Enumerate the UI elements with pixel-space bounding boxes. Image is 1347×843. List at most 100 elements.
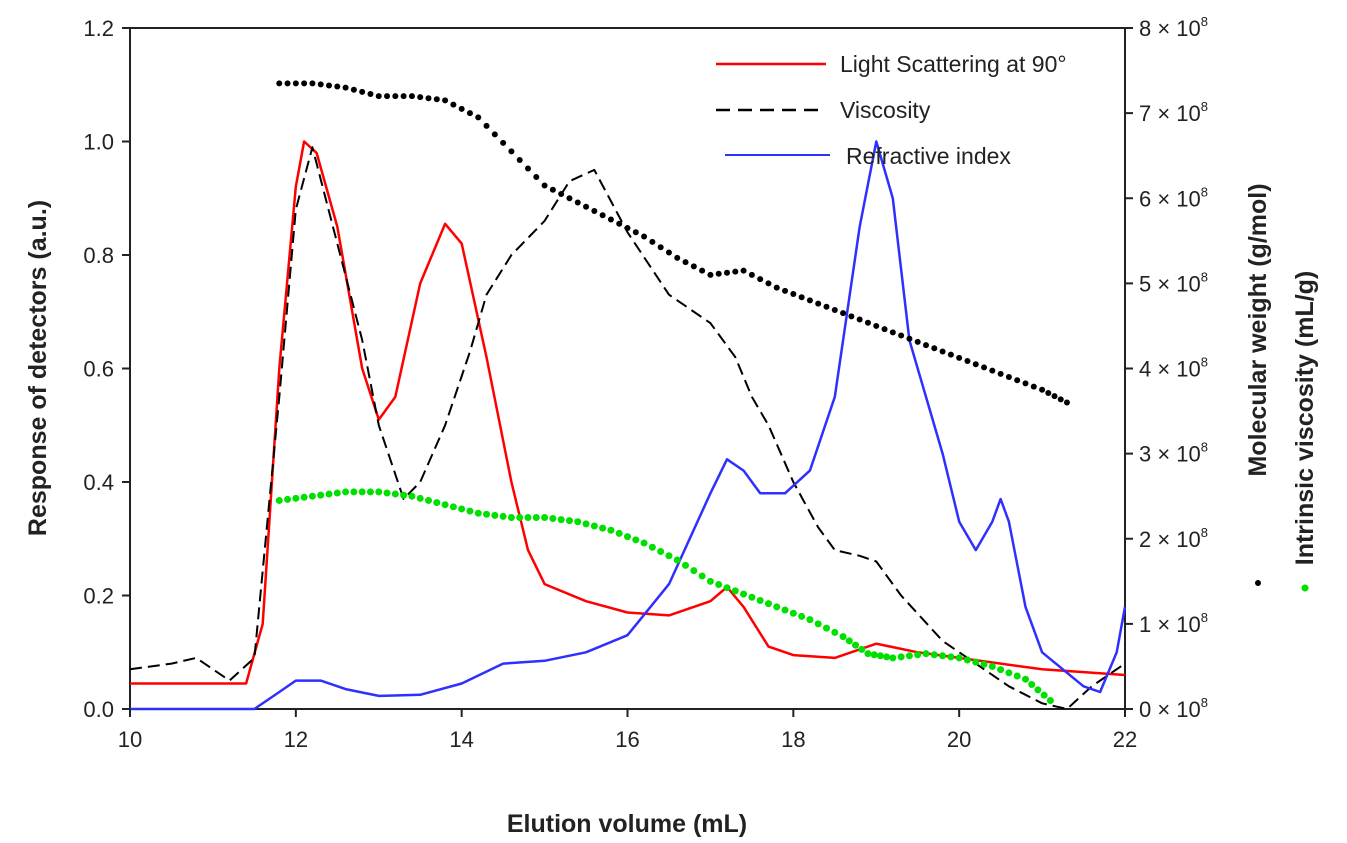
data-point — [997, 370, 1004, 377]
data-point — [417, 94, 424, 101]
data-point — [897, 653, 905, 661]
data-point — [963, 656, 971, 664]
y-tick-label: 0.2 — [83, 584, 114, 609]
data-point — [781, 606, 789, 614]
x-tick-label: 16 — [615, 727, 639, 752]
data-point — [947, 653, 955, 661]
data-point — [433, 499, 441, 507]
data-point — [508, 148, 515, 155]
data-point — [1046, 696, 1054, 704]
y2-tick-label: 5 × 108 — [1139, 269, 1208, 296]
data-point — [292, 80, 299, 87]
data-point — [848, 313, 855, 320]
y-axis-title: Response of detectors (a.u.) — [24, 200, 52, 536]
data-point — [491, 131, 498, 138]
data-point — [905, 652, 913, 660]
axes-layer: 10 12 14 16 18 20 22 0.0 0.2 0.4 0.6 0.8 1.0 1.2 0 × 1… — [83, 14, 1208, 752]
data-point — [972, 658, 980, 666]
y2-tick-label: 8 × 108 — [1139, 14, 1208, 41]
y-tick-label: 0.0 — [83, 697, 114, 722]
data-point — [898, 332, 905, 339]
legend-label-viscosity: Viscosity — [840, 97, 931, 123]
y2-tick-label: 4 × 108 — [1139, 355, 1208, 382]
data-point — [425, 95, 432, 102]
data-point — [1005, 374, 1012, 381]
data-point — [549, 186, 556, 193]
data-point — [483, 510, 491, 518]
data-point — [798, 612, 806, 620]
data-point — [831, 306, 838, 313]
data-point — [284, 80, 291, 87]
data-point — [375, 488, 383, 496]
data-point — [317, 81, 324, 88]
data-point — [284, 495, 292, 503]
data-point — [408, 93, 415, 100]
data-point — [525, 165, 531, 172]
data-point — [375, 93, 382, 100]
data-point — [474, 509, 482, 517]
data-point — [782, 287, 789, 294]
data-point — [1028, 681, 1036, 689]
data-point — [1030, 383, 1037, 390]
data-point — [823, 303, 830, 310]
series-layer — [129, 80, 1127, 711]
data-point — [483, 122, 490, 129]
data-point — [790, 291, 797, 298]
data-point — [301, 80, 308, 87]
data-point — [715, 581, 723, 589]
data-point — [806, 616, 814, 624]
data-point — [707, 271, 714, 278]
data-point — [682, 561, 690, 569]
y2-tick-label: 2 × 108 — [1139, 525, 1208, 552]
x-tick-label: 10 — [118, 727, 142, 752]
data-point — [358, 488, 366, 496]
data-point — [649, 238, 656, 245]
data-point — [458, 105, 465, 112]
data-point — [425, 496, 432, 504]
data-point — [466, 507, 474, 515]
data-point — [956, 354, 963, 361]
data-point — [839, 633, 847, 641]
data-point — [300, 493, 308, 501]
data-point — [516, 156, 523, 163]
data-point — [632, 229, 639, 236]
data-point — [852, 641, 860, 649]
data-point — [757, 276, 764, 283]
series-intrinsic-viscosity — [275, 488, 1054, 704]
data-point — [914, 338, 921, 345]
data-point — [724, 269, 730, 276]
y-tick-label: 0.4 — [83, 470, 114, 495]
data-point — [972, 361, 979, 368]
data-point — [392, 93, 399, 100]
data-point — [458, 505, 466, 513]
data-point — [648, 543, 656, 551]
data-point — [789, 609, 797, 617]
data-point — [947, 351, 954, 358]
data-point — [674, 254, 681, 261]
data-point — [690, 263, 697, 270]
data-point — [558, 190, 565, 197]
y-tick-label: 1.0 — [83, 130, 114, 155]
data-point — [883, 653, 891, 661]
data-point — [881, 326, 888, 333]
data-point — [449, 503, 457, 511]
data-point — [931, 345, 938, 352]
data-point — [292, 494, 300, 502]
data-point — [740, 590, 748, 598]
series-viscosity — [129, 146, 1126, 710]
series-molecular-weight — [276, 80, 1070, 406]
data-point — [889, 329, 896, 336]
data-point — [1022, 380, 1029, 387]
data-point — [533, 173, 540, 180]
data-point — [748, 593, 756, 601]
data-point — [384, 93, 391, 100]
legend-label-refractive-index: Refractive index — [846, 143, 1011, 169]
data-point — [342, 488, 350, 496]
y-tick-label: 0.8 — [83, 243, 114, 268]
data-point — [1039, 386, 1046, 393]
data-point — [989, 367, 996, 374]
data-point — [665, 249, 672, 256]
data-point — [582, 520, 590, 528]
data-point — [715, 270, 722, 277]
